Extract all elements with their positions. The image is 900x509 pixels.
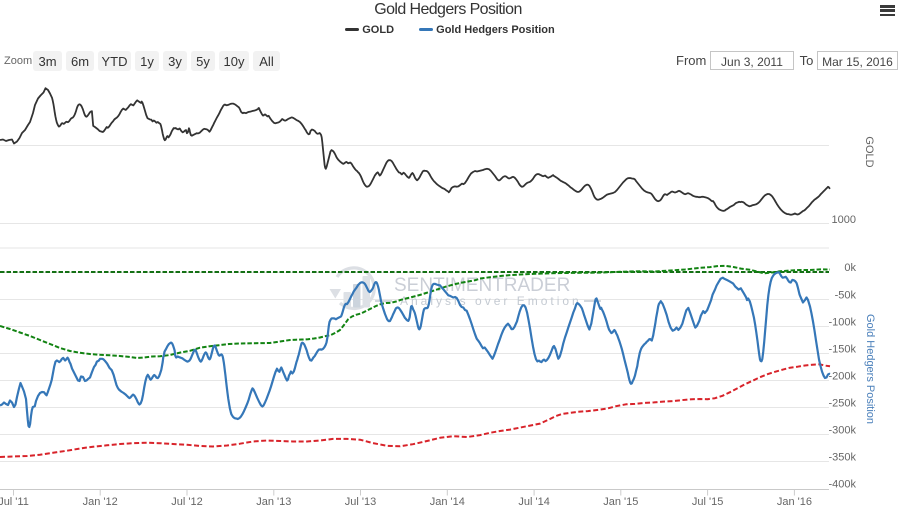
svg-text:-400k: -400k	[828, 479, 856, 491]
svg-text:Jan '15: Jan '15	[603, 496, 638, 508]
svg-text:Analysis over Emotion: Analysis over Emotion	[400, 294, 582, 308]
svg-text:Jan '13: Jan '13	[256, 496, 291, 508]
svg-text:-150k: -150k	[828, 344, 856, 356]
svg-text:Jul '15: Jul '15	[692, 496, 723, 508]
svg-text:1000: 1000	[832, 214, 856, 226]
svg-text:Jan '14: Jan '14	[430, 496, 465, 508]
svg-text:GOLD: GOLD	[863, 136, 875, 167]
svg-text:-50k: -50k	[835, 290, 857, 302]
svg-text:0k: 0k	[844, 262, 856, 274]
svg-text:-200k: -200k	[828, 371, 856, 383]
svg-text:Jul '11: Jul '11	[0, 496, 29, 508]
svg-text:-250k: -250k	[828, 398, 856, 410]
svg-text:Jan '16: Jan '16	[777, 496, 812, 508]
svg-text:SENTIMENTRADER: SENTIMENTRADER	[394, 275, 570, 296]
svg-text:-350k: -350k	[828, 452, 856, 464]
svg-text:Jan '12: Jan '12	[83, 496, 118, 508]
svg-text:Jul '12: Jul '12	[171, 496, 202, 508]
svg-text:Gold Hedgers Position: Gold Hedgers Position	[864, 314, 876, 424]
svg-text:-300k: -300k	[828, 425, 856, 437]
svg-text:-100k: -100k	[828, 317, 856, 329]
svg-text:Jul '13: Jul '13	[345, 496, 376, 508]
svg-text:Jul '14: Jul '14	[518, 496, 549, 508]
